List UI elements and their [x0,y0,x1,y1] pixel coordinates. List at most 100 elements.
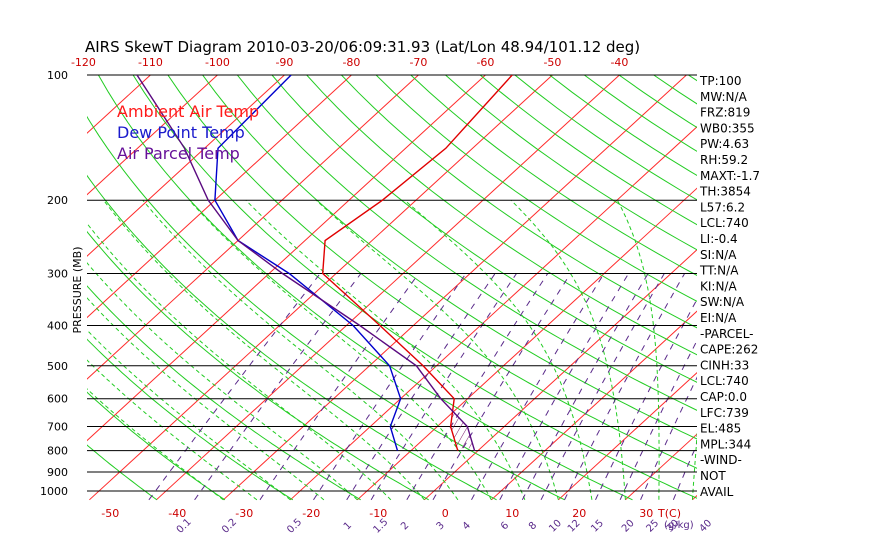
stability-index-entry: EI:N/A [700,311,737,325]
top-temperature-tick-label: -90 [275,56,293,69]
dry-adiabat-line [87,174,497,501]
pressure-tick-label: 100 [47,69,68,82]
pressure-tick-label: 1000 [40,485,68,498]
dry-adiabat-line [132,75,697,499]
stability-index-entry: MPL:344 [700,437,751,451]
dry-adiabat-line [87,391,226,501]
pressure-axis-ticks: 100 200 300 400 500 600 700 800 900 1000 [40,69,68,498]
isotherm-line [87,75,152,134]
isotherm-line [223,75,688,501]
moist-adiabat-line [103,199,425,501]
mixing-ratio-tick-label: 2 [399,520,411,532]
mixing-ratio-tick-label: 12 [566,518,583,535]
stability-index-entry: KI:N/A [700,279,737,293]
stability-index-entry: PW:4.63 [700,137,749,151]
isotherm-line [87,75,286,257]
bottom-temperature-tick-label: 0 [442,507,449,520]
top-temperature-tick-label: -40 [610,56,628,69]
mixing-ratio-line [564,273,686,501]
top-temperature-tick-label: -80 [342,56,360,69]
stability-index-entry: -PARCEL- [700,327,754,341]
y-axis-label: PRESSURE (MB) [71,247,84,334]
mixing-ratio-unit: g/kg [668,520,690,531]
dry-adiabat-line [97,75,633,501]
dry-adiabat-line [514,75,697,201]
isotherm-line [558,371,697,501]
mixing-ratio-line [346,273,496,501]
chart-title: AIRS SkewT Diagram 2010-03-20/06:09:31.9… [85,38,640,56]
top-temperature-tick-label: -50 [543,56,561,69]
mixing-ratio-line [313,273,467,501]
dry-adiabat-line [687,75,697,82]
mixing-ratio-line [595,298,697,501]
legend: Ambient Air Temp Dew Point Temp Air Parc… [117,102,259,163]
stability-index-entry: CAPE:262 [700,343,758,357]
mixing-ratio-line [540,273,665,501]
mixing-ratio-tick-label: 25 [644,518,661,535]
mixing-ratio-tick-label: 6 [499,520,511,532]
stability-index-entry: EL:485 [700,422,741,436]
moist-adiabat-line [87,262,358,501]
moist-adiabat-line [188,199,492,501]
isotherm-line [290,126,697,501]
isotherm-lines [87,75,697,501]
pressure-tick-label: 600 [47,393,68,406]
stability-index-entry: SW:N/A [700,295,745,309]
stability-index-entry: MAXT:-1.7 [700,169,760,183]
stability-index-entry: LCL:740 [700,216,749,230]
legend-entry-ambient: Ambient Air Temp [117,102,259,121]
stability-index-entry: TH:3854 [699,185,751,199]
mixing-ratio-line [406,273,549,501]
bottom-temperature-tick-label: -40 [168,507,186,520]
dry-adiabat-lines [87,75,697,501]
mixing-ratio-line [521,273,649,501]
stability-index-entry: CINH:33 [700,358,749,372]
stability-index-entry: WB0:355 [700,121,755,135]
isotherm-line [491,310,697,501]
dry-adiabat-line [87,338,294,501]
bottom-temperature-tick-label: -20 [302,507,320,520]
pressure-tick-label: 900 [47,466,68,479]
pressure-tick-label: 200 [47,194,68,207]
cape-shaded-area [450,411,474,449]
mixing-ratio-line [499,273,630,501]
mixing-ratio-tick-label: 40 [697,518,714,535]
stability-index-entry: L57:6.2 [700,200,745,214]
mixing-ratio-line [370,273,517,501]
isotherm-line [89,75,554,501]
cape-area [450,411,474,449]
mixing-ratio-tick-label: 20 [620,518,637,535]
isotherm-line [87,75,219,196]
moist-adiabat-line [87,388,224,501]
stability-index-entry: TP:100 [699,74,742,88]
bottom-temperature-tick-label: -30 [235,507,253,520]
moist-adiabat-line [87,329,291,501]
top-temperature-tick-label: -70 [409,56,427,69]
isotherm-line [424,249,697,501]
stability-index-entry: LFC:739 [700,406,749,420]
bottom-temperature-ticks: -50 -40 -30 -20 -10 0 10 20 30 [101,507,653,520]
top-temperature-tick-label: -60 [476,56,494,69]
mixing-ratio-unit-label: (g/kg) [664,520,694,531]
parcel-temp-line [136,75,476,451]
mixing-ratio-lines [148,273,697,501]
dry-adiabat-line [167,75,697,469]
mixing-ratio-tick-label: 3 [435,520,447,532]
legend-entry-dewpoint: Dew Point Temp [117,123,245,142]
bottom-temperature-tick-label: 30 [639,507,653,520]
bottom-temperature-tick-label: -50 [101,507,119,520]
mixing-ratio-line [259,273,420,501]
dry-adiabat-line [375,75,697,302]
moist-adiabat-line [142,199,459,501]
stability-index-entry: -WIND- [700,453,742,467]
mixing-ratio-tick-label: 10 [547,518,564,535]
pressure-tick-label: 800 [47,445,68,458]
bottom-temperature-tick-label: -10 [369,507,387,520]
pressure-tick-label: 300 [47,267,68,280]
stability-index-entry: SI:N/A [700,248,737,262]
pressure-tick-label: 500 [47,360,68,373]
mixing-ratio-tick-label: 8 [527,520,539,532]
isotherm-line [87,75,487,442]
mixing-ratio-line [194,273,362,501]
stability-index-entry: LI:-0.4 [700,232,738,246]
